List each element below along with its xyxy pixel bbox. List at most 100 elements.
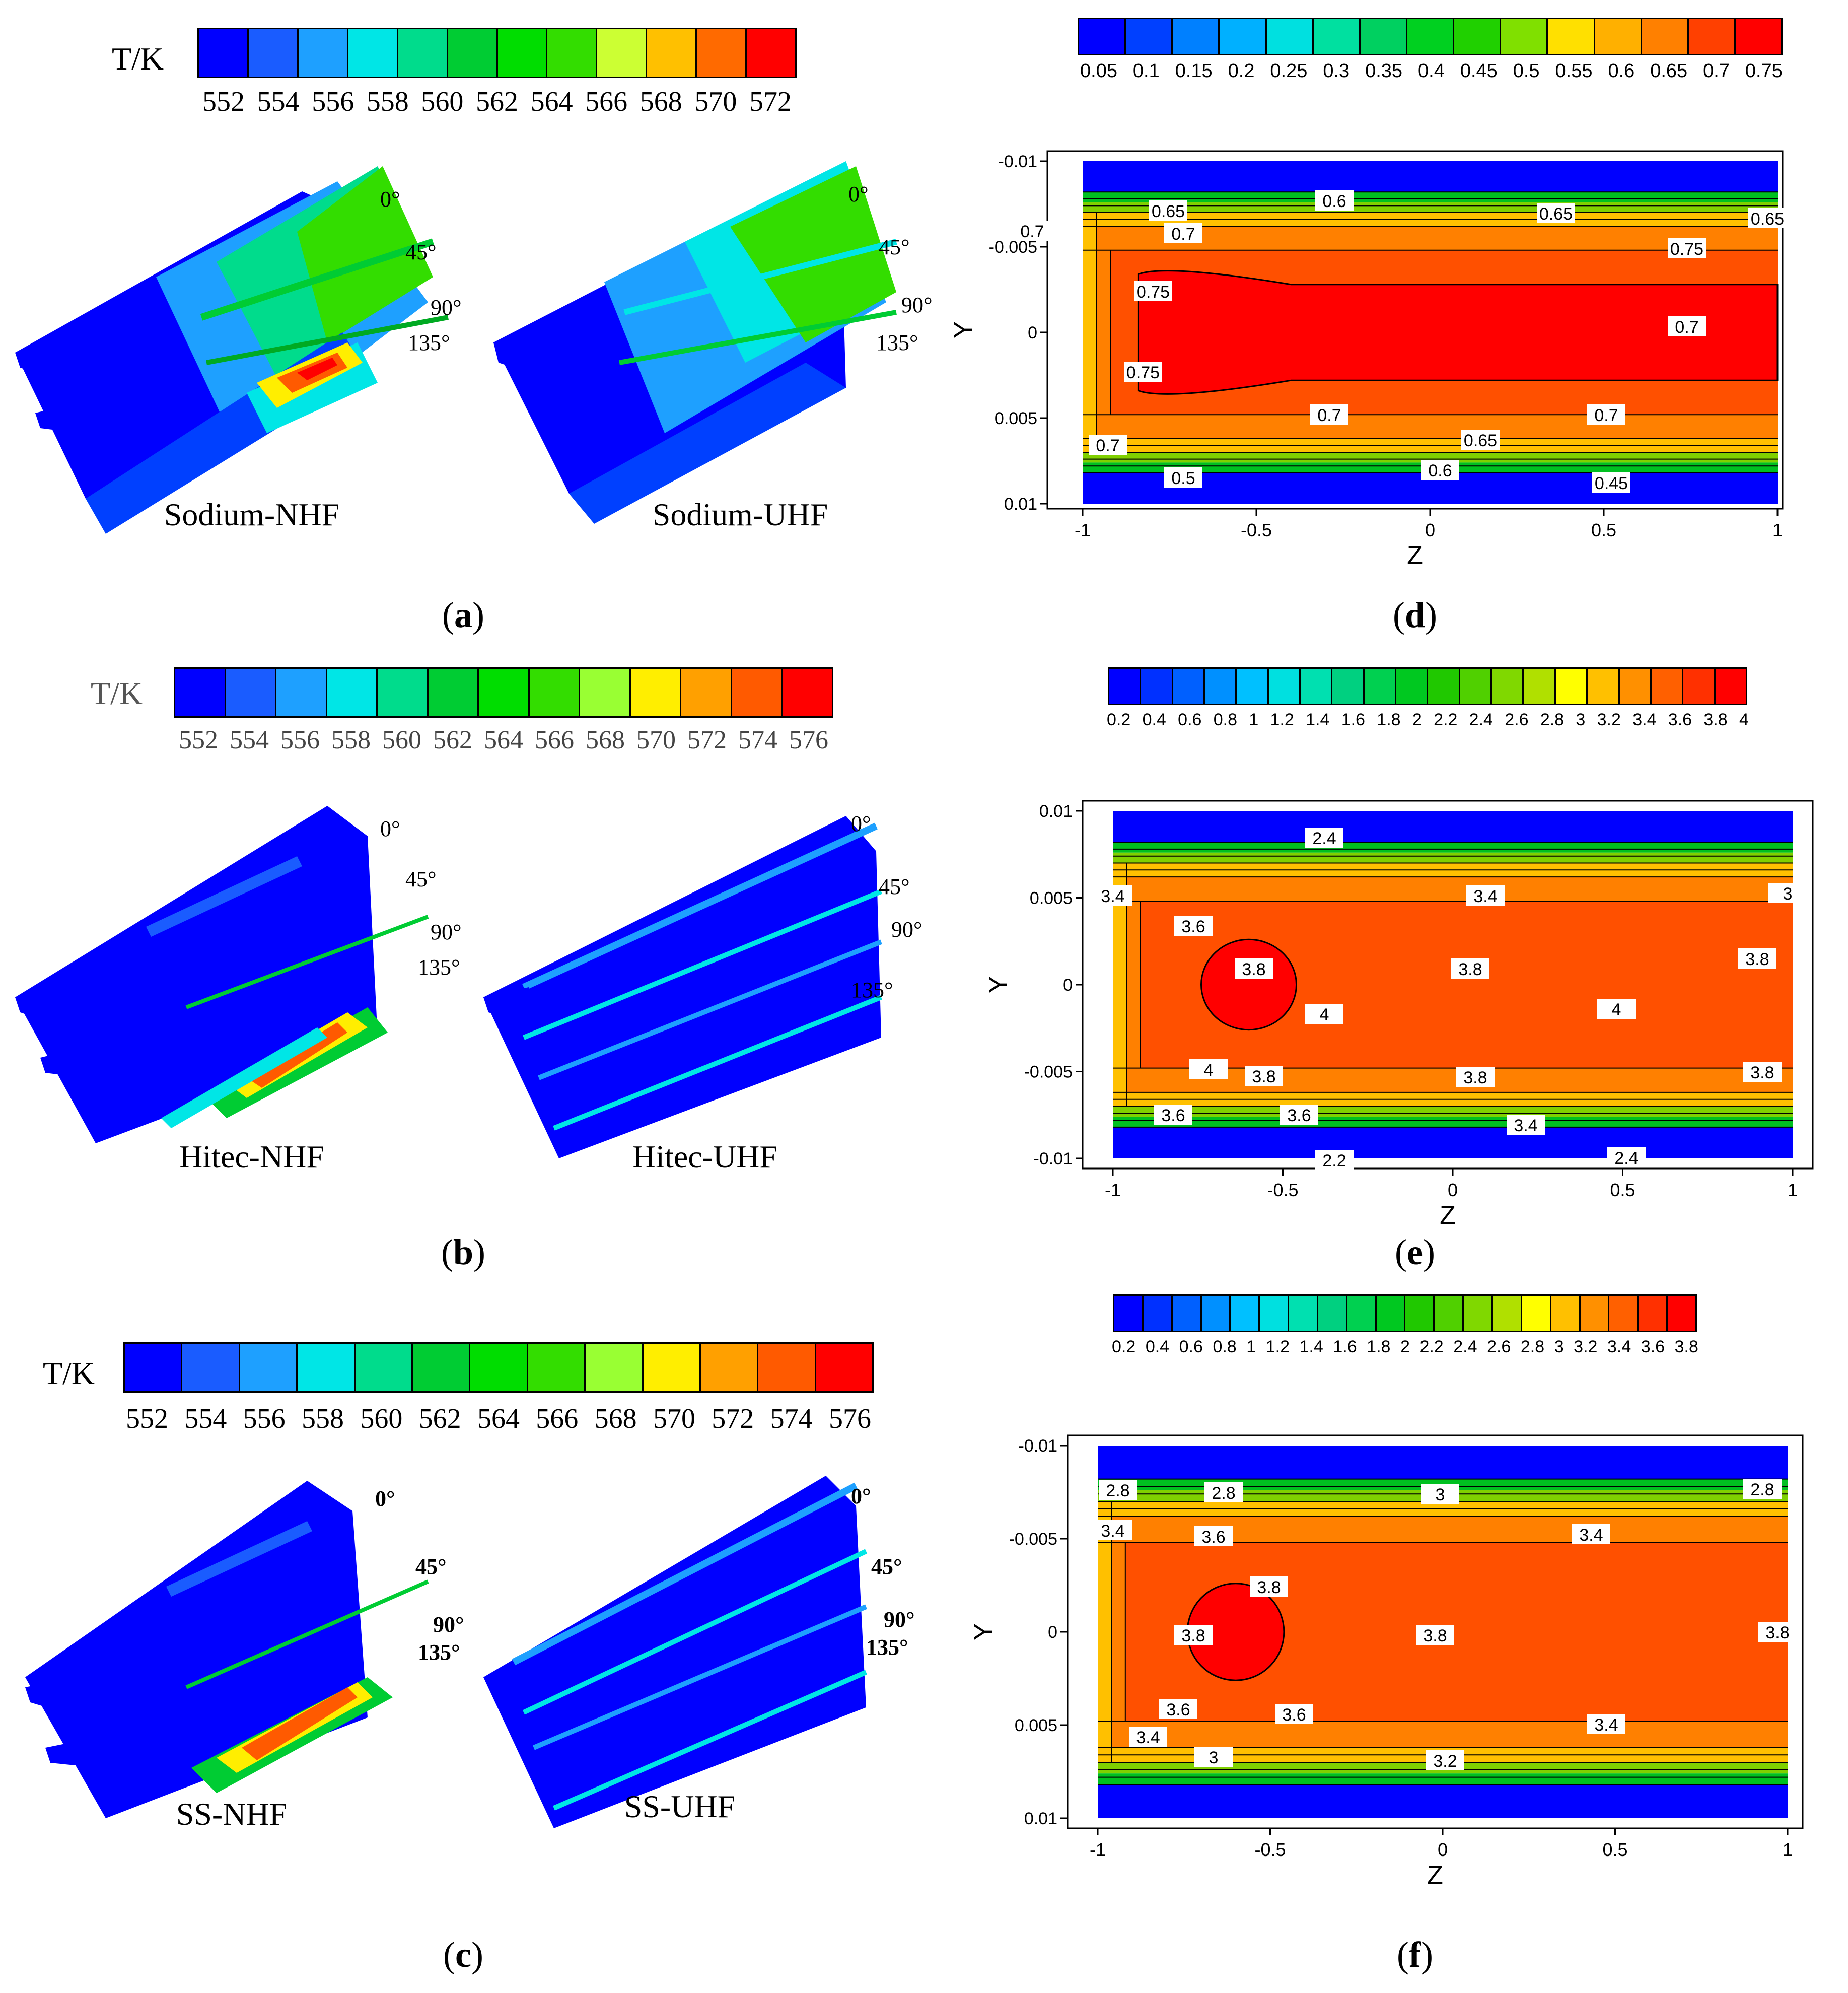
svg-text:3.4: 3.4: [1579, 1526, 1603, 1545]
caption-hitec-uhf: Hitec-UHF: [632, 1139, 777, 1175]
y-axis-label: Y: [949, 321, 978, 339]
x-tick-label: 0.5: [1602, 1839, 1627, 1860]
colorbar-tick-label: 0.6: [1179, 1337, 1203, 1356]
colorbar-swatch: [448, 29, 498, 77]
angle-0: 0°: [375, 1486, 395, 1511]
colorbar-swatch: [497, 29, 548, 77]
angle-0: 0°: [851, 1484, 871, 1508]
x-tick-label: 0.5: [1591, 520, 1616, 540]
caption-sodium-uhf: Sodium-UHF: [652, 497, 828, 532]
colorbar-swatch: [1435, 1296, 1464, 1331]
angle-135: 135°: [408, 330, 450, 355]
colorbar-swatch: [1126, 19, 1173, 54]
colorbar-tick-label: 0.45: [1460, 60, 1498, 82]
x-tick-label: 1: [1783, 1839, 1793, 1860]
plot-area: 2.8 2.8 3 2.8 3.4 3.6 3.4 3.8 3.8 3.8 3.8 3.6 3.6 3.4…: [969, 1434, 1804, 1890]
colorbar-swatch: [298, 29, 348, 77]
colorbar-swatch: [1268, 669, 1301, 704]
colorbar-swatch: [1347, 1296, 1377, 1331]
colorbar-swatch: [643, 1344, 701, 1391]
colorbar-tick-label: 0.1: [1132, 60, 1160, 82]
contour-band: [1083, 192, 1778, 202]
contour-band: [1083, 202, 1778, 213]
colorbar-unit-label: T/K: [43, 1355, 95, 1391]
colorbar-swatch: [1551, 1296, 1581, 1331]
contour-band: [1113, 1106, 1793, 1117]
svg-text:3.6: 3.6: [1161, 1106, 1185, 1125]
colorbar-tick-label: 552: [179, 726, 218, 754]
colorbar-swatch: [1683, 669, 1716, 704]
contour-label: 3.6: [1159, 1699, 1197, 1720]
plot-area: 0.65 0.6 0.65 0.65 0.7 0.7 0.75 0.75 0.7 0.75 0.7 0…: [949, 150, 1787, 570]
plot-area: 2.4 3 3.4 3.4 3.6 3.8 3.8 3.8 4 4 4 3.8 3.8 3.8 3.6 3.6…: [984, 800, 1814, 1230]
contour-label: 2.4: [1607, 1147, 1646, 1168]
contour-label: 3.8: [1250, 1576, 1288, 1597]
colorbar-tick-label: 1.8: [1367, 1337, 1391, 1356]
colorbar-ticks-d: 0.05 0.1 0.15 0.2 0.25 0.3 0.35 0.4 0.45 0.5 0.55 0…: [1080, 60, 1783, 82]
svg-text:0.65: 0.65: [1152, 202, 1185, 221]
colorbar-swatch: [1642, 19, 1689, 54]
svg-text:3.8: 3.8: [1745, 950, 1769, 969]
colorbar-swatch: [783, 669, 832, 716]
colorbar-tick-label: 3.4: [1632, 710, 1657, 729]
contour-label: 4: [1189, 1059, 1228, 1080]
colorbar-swatch: [816, 1344, 873, 1391]
colorbar-tick-label: 556: [243, 1403, 286, 1434]
contour-label: 0.7: [1089, 435, 1127, 455]
contour-label: 3.8: [1451, 958, 1489, 979]
colorbar-swatch: [747, 29, 796, 77]
colorbar-swatch: [1405, 1296, 1435, 1331]
angle-135: 135°: [876, 330, 918, 355]
colorbar-ticks-f: 0.2 0.4 0.6 0.8 1 1.2 1.4 1.6 1.8 2 2.2 2.4 2.6 2.8 3 3…: [1112, 1337, 1698, 1357]
caption-ss-uhf: SS-UHF: [624, 1789, 736, 1824]
contour-label: 0.6: [1421, 460, 1459, 480]
svg-text:0.7: 0.7: [1096, 436, 1119, 455]
svg-text:0.75: 0.75: [1126, 363, 1160, 382]
angle-90: 90°: [431, 295, 462, 320]
colorbar-tick-label: 1: [1246, 1337, 1256, 1356]
colorbar-swatch: [697, 29, 747, 77]
angle-45: 45°: [871, 1554, 902, 1579]
contour-label: 0.65: [1149, 200, 1187, 221]
colorbar-swatch: [1332, 669, 1365, 704]
contour-label: 3.8: [1235, 958, 1273, 979]
colorbar-tick-label: 0.4: [1145, 1337, 1170, 1356]
colorbar-tick-label: 1.6: [1341, 710, 1365, 729]
colorbar-tick-label: 0.6: [1178, 710, 1202, 729]
svg-text:3.6: 3.6: [1287, 1106, 1311, 1125]
colorbar-swatch: [1492, 669, 1524, 704]
colorbar-swatch: [1301, 669, 1333, 704]
colorbar-tick-label: 560: [360, 1403, 403, 1434]
colorbar-d: [1078, 18, 1783, 55]
colorbar-tick-label: 576: [789, 726, 828, 754]
panel-label-f: (f): [1397, 1935, 1433, 1975]
svg-text:4: 4: [1612, 1000, 1621, 1019]
angle-135: 135°: [418, 955, 460, 980]
colorbar-swatch: [1464, 1296, 1493, 1331]
angle-45: 45°: [879, 874, 910, 899]
svg-text:0.6: 0.6: [1428, 461, 1452, 480]
x-tick-label: -1: [1090, 1839, 1106, 1860]
svg-text:2.8: 2.8: [1212, 1484, 1235, 1503]
y-tick-label: 0.005: [1015, 1716, 1057, 1735]
colorbar-tick-label: 0.2: [1107, 710, 1131, 729]
contour-label: 0.75: [1668, 238, 1706, 259]
angle-90: 90°: [431, 920, 462, 944]
colorbar-tick-label: 556: [280, 726, 320, 754]
colorbar-ticks-a: 552 554 556 558 560 562 564 566 568 570 572: [202, 86, 792, 118]
colorbar-tick-label: 570: [694, 86, 737, 117]
colorbar-swatch: [327, 669, 378, 716]
colorbar-swatch: [1580, 1296, 1610, 1331]
colorbar-tick-label: 3.6: [1641, 1337, 1665, 1356]
colorbar-f: [1113, 1294, 1697, 1332]
panel-label-b: (b): [441, 1232, 485, 1272]
x-tick-label: 0: [1438, 1839, 1448, 1860]
colorbar-tick-label: 3: [1554, 1337, 1564, 1356]
colorbar-swatch: [240, 1344, 298, 1391]
contour-label: 0.75: [1124, 362, 1162, 382]
contour-band: [1113, 1117, 1793, 1127]
svg-text:2.4: 2.4: [1614, 1149, 1638, 1168]
svg-text:3.8: 3.8: [1257, 1578, 1281, 1597]
colorbar-swatch: [298, 1344, 356, 1391]
colorbar-tick-label: 0.65: [1650, 60, 1688, 82]
